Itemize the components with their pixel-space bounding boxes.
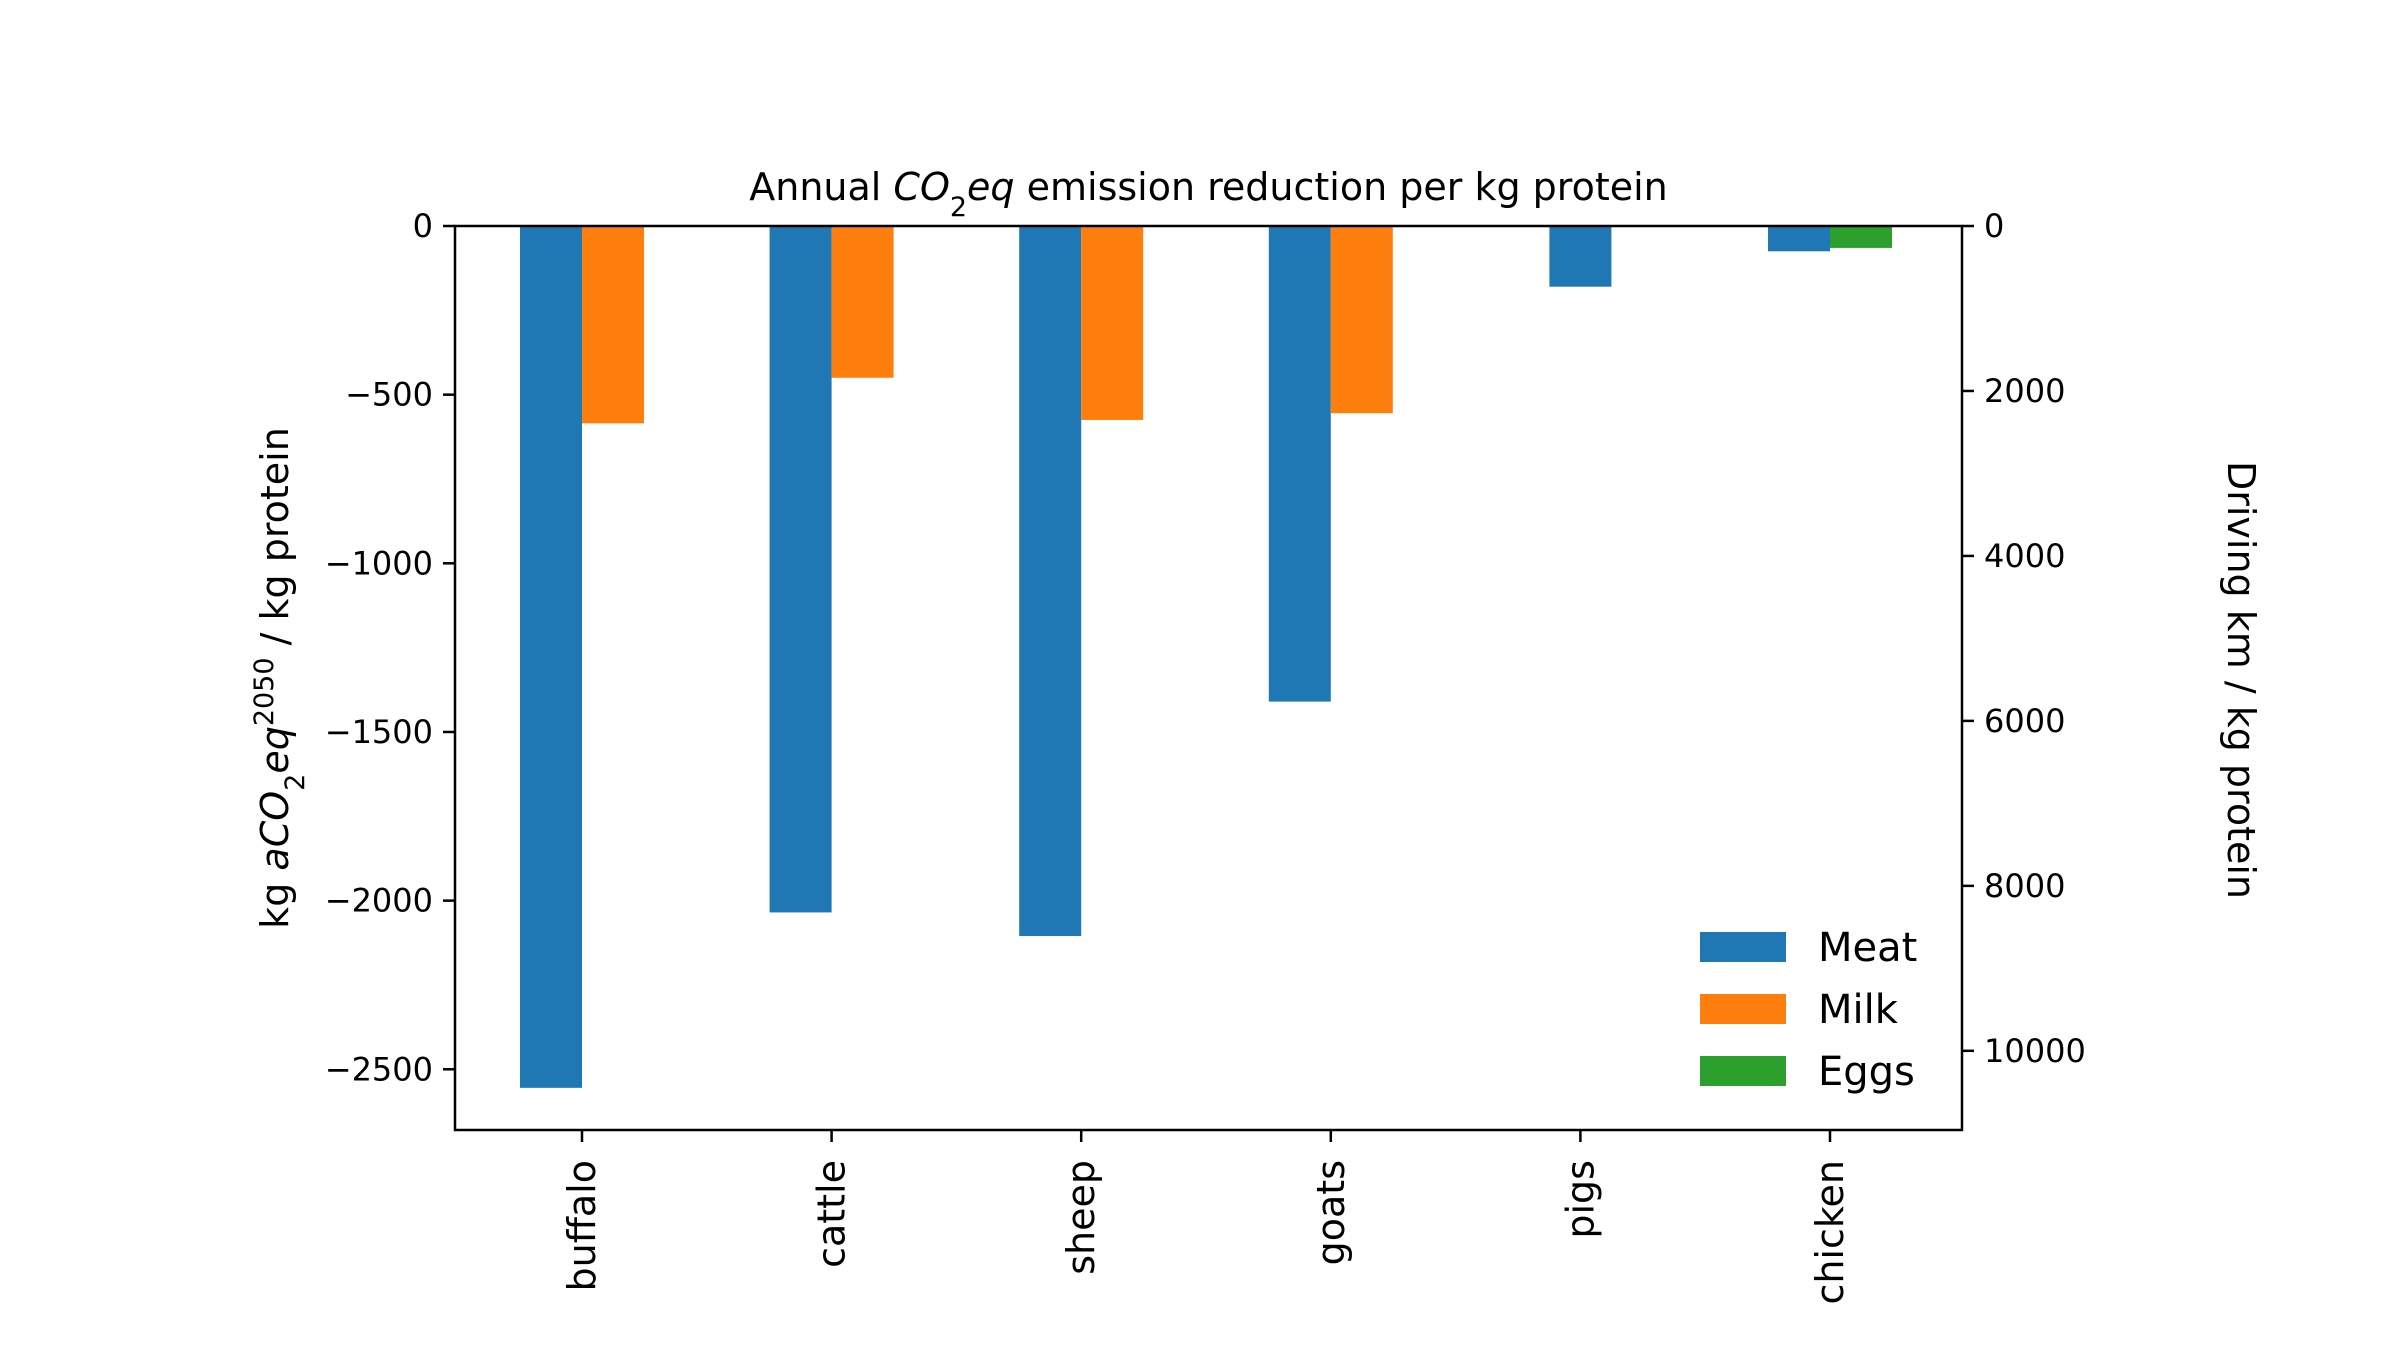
legend: Meat Milk Eggs [1700, 925, 1917, 1095]
plot-frame [453, 224, 1964, 1132]
bar-cattle-meat [769, 226, 832, 913]
y-axis-left: 0 −500 −1000 −1500 −2000 −2500 [325, 207, 455, 1088]
x-tick-label-buffalo: buffalo [560, 1160, 604, 1291]
y2-tick-label: 8000 [1984, 867, 2065, 905]
chart-title: Annual CO2eq emission reduction per kg p… [749, 165, 1668, 223]
y-axis-label: kg aCO2eq2050 / kg protein [249, 427, 311, 929]
legend-label-meat: Meat [1818, 925, 1917, 971]
y2-tick-label: 6000 [1984, 702, 2065, 740]
bar-sheep-milk [1081, 226, 1144, 420]
bar-goats-milk [1330, 226, 1393, 414]
bars [520, 226, 1892, 1088]
x-axis: buffalo cattle sheep goats pigs chicken [560, 1130, 1852, 1305]
legend-swatch-eggs [1700, 1056, 1786, 1086]
title-italic-main: CO [893, 165, 949, 209]
y-tick-label: −500 [345, 376, 433, 414]
bar-sheep-meat [1019, 226, 1082, 937]
ylabel-italic-main: aCO [253, 791, 297, 871]
title-italic-tail: eq [967, 165, 1015, 209]
bar-chicken-eggs [1830, 226, 1892, 248]
x-tick-label-sheep: sheep [1059, 1160, 1103, 1275]
legend-swatch-meat [1700, 932, 1786, 962]
y-axis-right: 0 2000 4000 6000 8000 10000 [1962, 207, 2086, 1070]
title-prefix: Annual [749, 165, 893, 209]
ylabel-prefix: kg [253, 871, 297, 929]
bar-pigs-meat [1549, 226, 1612, 287]
x-tick-label-pigs: pigs [1558, 1160, 1602, 1239]
bar-buffalo-milk [582, 226, 644, 424]
y-tick-label: −2000 [325, 882, 433, 920]
legend-label-milk: Milk [1818, 987, 1899, 1033]
title-subscript: 2 [950, 192, 967, 223]
x-tick-label-chicken: chicken [1808, 1160, 1852, 1305]
legend-swatch-milk [1700, 994, 1786, 1024]
bar-buffalo-meat [520, 226, 582, 1088]
y-tick-label: −2500 [325, 1050, 433, 1088]
y2-tick-label: 10000 [1984, 1032, 2086, 1070]
ylabel-suffix: / kg protein [253, 427, 297, 657]
y-tick-label: 0 [413, 207, 433, 245]
bar-goats-meat [1268, 226, 1331, 702]
x-tick-label-goats: goats [1309, 1160, 1353, 1265]
title-suffix: emission reduction per kg protein [1015, 165, 1668, 209]
y-tick-label: −1000 [325, 544, 433, 582]
bar-chicken-meat [1768, 226, 1830, 252]
y-tick-label: −1500 [325, 713, 433, 751]
ylabel-italic-mid: eq [253, 726, 297, 774]
y-axis-right-label: Driving km / kg protein [2219, 461, 2263, 899]
ylabel-subscript: 2 [280, 774, 311, 791]
y2-tick-label: 2000 [1984, 372, 2065, 410]
ylabel-superscript: 2050 [249, 657, 280, 726]
y2-tick-label: 4000 [1984, 537, 2065, 575]
legend-label-eggs: Eggs [1818, 1049, 1915, 1095]
x-tick-label-cattle: cattle [810, 1160, 854, 1268]
y2-tick-label: 0 [1984, 207, 2004, 245]
bar-cattle-milk [831, 226, 894, 378]
